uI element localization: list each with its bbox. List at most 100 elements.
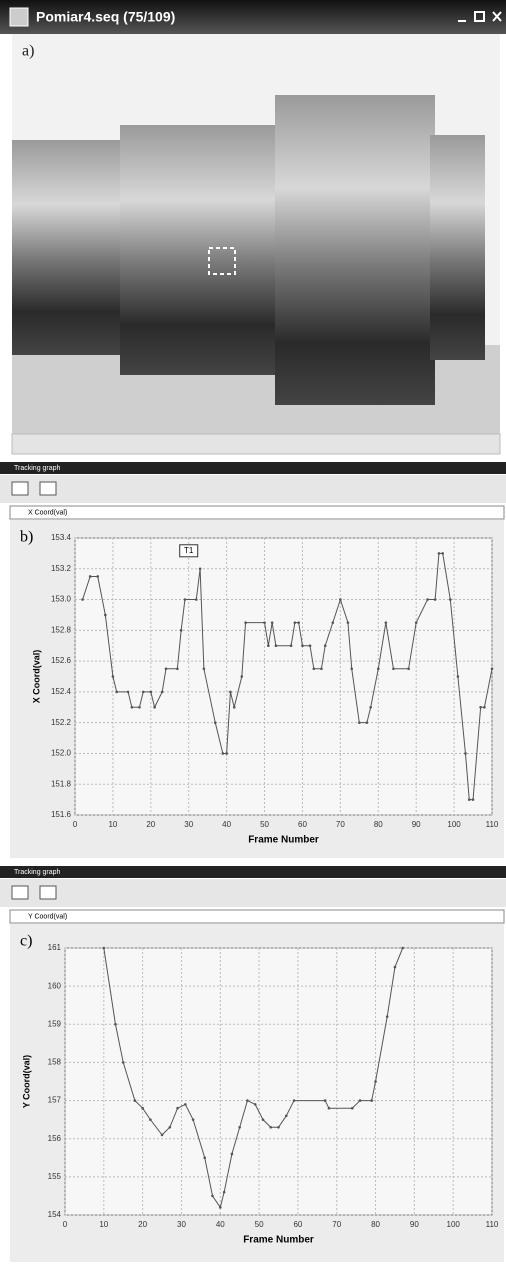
data-point [308, 644, 312, 648]
maximize-button[interactable] [474, 11, 485, 22]
y-tick-label: 161 [48, 943, 62, 952]
x-tick-label: 50 [260, 820, 269, 829]
data-point [289, 644, 293, 648]
data-point [244, 621, 247, 624]
x-tick-label: 80 [374, 820, 383, 829]
data-point [365, 721, 369, 724]
data-point [138, 705, 141, 709]
data-point [323, 1099, 327, 1102]
data-point [292, 1099, 296, 1102]
tracking-box[interactable] [208, 247, 236, 275]
x-tick-label: 70 [332, 1220, 341, 1229]
y-axis-label: X Coord(val) [31, 650, 41, 704]
y-tick-label: 160 [48, 981, 62, 990]
data-point [176, 667, 179, 671]
panel-title: Tracking graph [14, 465, 61, 472]
x-tick-label: 100 [447, 1220, 461, 1229]
x-tick-label: 40 [222, 820, 231, 829]
y-tick-label: 155 [48, 1172, 62, 1181]
y-tick-label: 156 [48, 1134, 62, 1143]
data-point [323, 644, 327, 648]
dropdown[interactable] [9, 505, 505, 520]
x-tick-label: 80 [371, 1220, 380, 1229]
scrollbar[interactable] [11, 433, 501, 455]
data-point [179, 629, 183, 632]
minimize-button[interactable] [458, 20, 466, 22]
data-point [301, 644, 304, 648]
y-tick-label: 151.6 [51, 810, 72, 819]
data-point [312, 667, 316, 671]
x-tick-label: 30 [184, 820, 193, 829]
y-tick-label: 153.4 [51, 533, 72, 542]
data-point [104, 613, 107, 617]
data-point [483, 705, 486, 709]
data-point [407, 667, 410, 671]
label: c) [20, 933, 32, 950]
x-tick-label: 40 [216, 1220, 225, 1229]
data-point [225, 752, 228, 755]
toolbar [0, 475, 506, 503]
x-tick-label: 20 [138, 1220, 147, 1229]
data-point [232, 705, 236, 709]
data-point [168, 1125, 172, 1129]
toolbar-button[interactable] [39, 885, 57, 900]
data-point [238, 1125, 241, 1129]
data-point [385, 1015, 389, 1018]
panel-title: Tracking graph [14, 869, 61, 876]
x-tick-label: 90 [412, 820, 421, 829]
data-point [384, 621, 388, 624]
annotation-box [179, 544, 199, 558]
data-point [392, 667, 395, 671]
data-point [88, 575, 92, 578]
data-point [114, 1022, 117, 1026]
data-point [130, 705, 134, 709]
data-point [270, 621, 274, 624]
data-point [184, 1103, 187, 1106]
data-point [490, 667, 494, 671]
data-point [115, 690, 118, 694]
window-title: Pomiar4.seq (75/109) [36, 9, 175, 25]
panel-title-bar [0, 462, 506, 474]
data-point [441, 552, 445, 555]
data-point [202, 667, 206, 671]
data-point [437, 552, 441, 555]
data-point [327, 1106, 331, 1110]
x-tick-label: 10 [99, 1220, 108, 1229]
data-point [350, 667, 354, 671]
x-tick-label: 60 [298, 820, 307, 829]
y-tick-label: 152.6 [51, 656, 72, 665]
plot-area [74, 537, 493, 816]
close-button[interactable] [492, 11, 502, 22]
app-icon [9, 7, 29, 27]
data-point [183, 598, 187, 601]
data-point [449, 598, 452, 601]
data-point [320, 667, 323, 671]
data-point [284, 1114, 288, 1118]
data-point [346, 621, 350, 624]
data-point [479, 705, 482, 709]
data-point [141, 1106, 144, 1110]
x-tick-label: 100 [447, 820, 461, 829]
data-point [229, 690, 232, 694]
data-point [401, 946, 405, 950]
toolbar-button[interactable] [11, 885, 29, 900]
data-point [102, 946, 106, 950]
x-axis-label: Frame Number [243, 1235, 314, 1246]
dropdown[interactable] [9, 909, 505, 924]
data-point [213, 721, 217, 724]
y-tick-label: 157 [48, 1096, 62, 1105]
data-point [218, 1206, 222, 1209]
data-point [358, 721, 361, 724]
data-point [393, 965, 397, 969]
toolbar-button[interactable] [11, 481, 29, 496]
data-point [149, 690, 153, 694]
data-point [121, 1061, 125, 1064]
x-tick-label: 90 [410, 1220, 419, 1229]
data-point [230, 1152, 234, 1156]
toolbar-button[interactable] [39, 481, 57, 496]
data-point [149, 1118, 152, 1121]
x-tick-label: 20 [146, 820, 155, 829]
data-point [376, 667, 380, 671]
data-point [433, 598, 437, 601]
data-point [221, 752, 225, 755]
